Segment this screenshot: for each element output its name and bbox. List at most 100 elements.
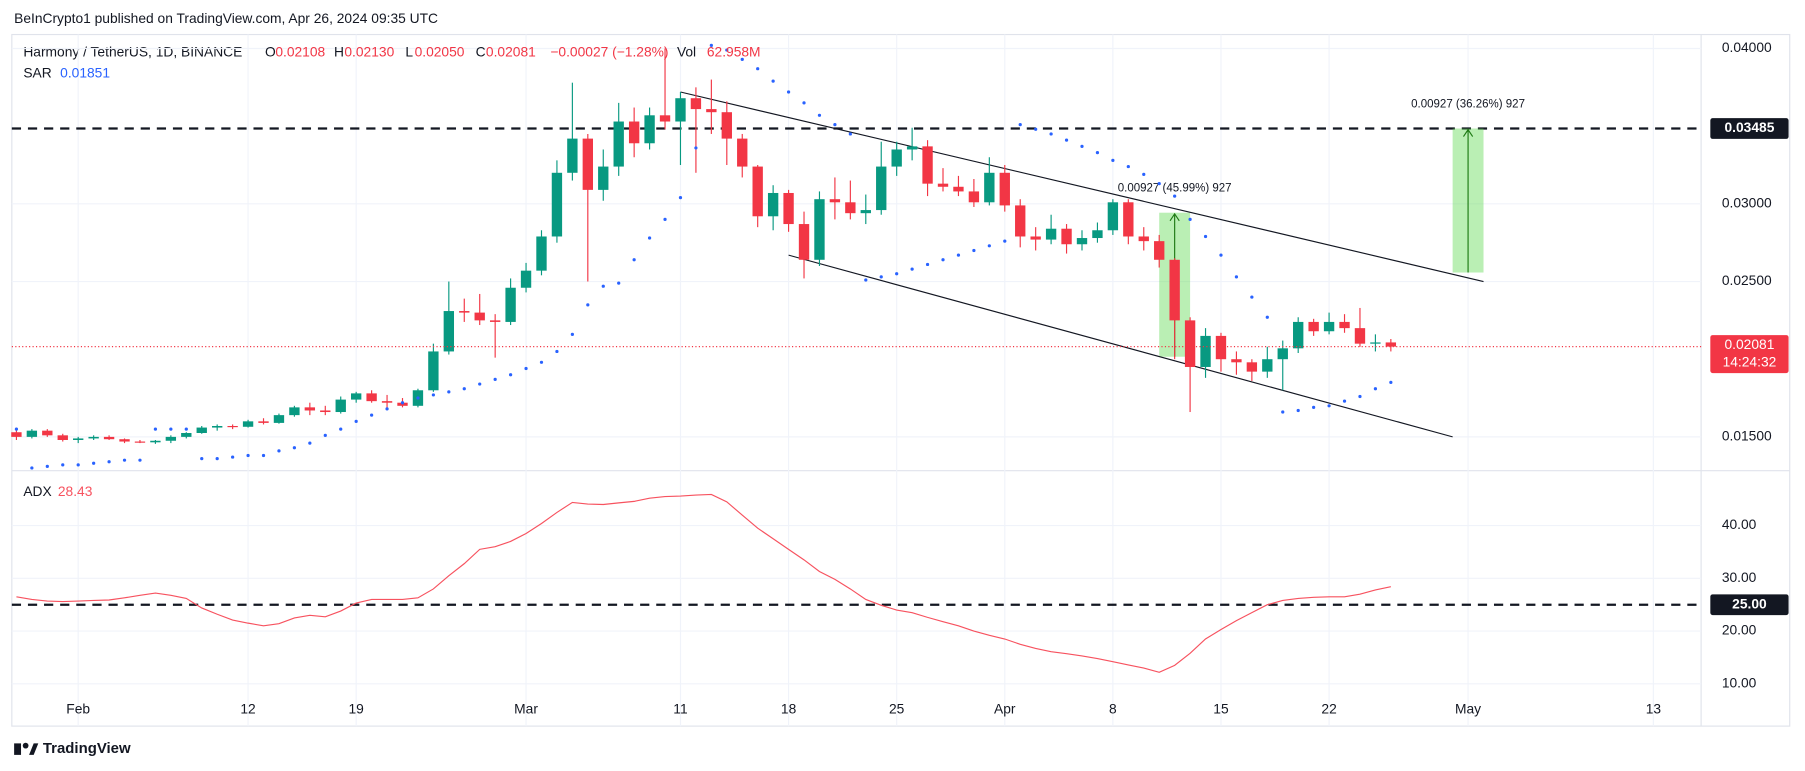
candle-body xyxy=(1339,321,1350,329)
adx-line xyxy=(16,493,1391,673)
footer-brand: TradingView xyxy=(43,740,131,757)
candle-body xyxy=(289,407,300,416)
sar-dot xyxy=(1142,172,1146,176)
measure-arrowhead xyxy=(1462,128,1474,137)
sar-dot xyxy=(1080,144,1084,148)
sar-dot xyxy=(1126,164,1130,169)
sar-dot xyxy=(1157,182,1161,186)
candle-body xyxy=(1092,230,1103,239)
sar-dot xyxy=(370,413,374,417)
sar-dot xyxy=(895,272,899,276)
sar-dot xyxy=(647,236,652,240)
sar-dot xyxy=(122,458,127,462)
candle-body xyxy=(1200,335,1211,367)
sar-dot xyxy=(925,262,930,267)
level-badge-label: 25.00 xyxy=(1732,596,1767,611)
sar-dot xyxy=(1111,158,1115,162)
x-tick-label: Mar xyxy=(514,702,538,717)
sar-dot xyxy=(725,48,729,52)
sar-dot xyxy=(339,427,343,431)
candle-body xyxy=(1370,342,1381,344)
candle-body xyxy=(1277,348,1288,360)
x-tick-label: 25 xyxy=(889,702,905,717)
sar-dot xyxy=(864,278,868,282)
candle-body xyxy=(845,202,856,214)
legend-field: 0.02108 xyxy=(275,45,325,60)
sar-dot xyxy=(400,401,405,405)
candle-body xyxy=(937,183,949,187)
candle-body xyxy=(1184,320,1196,367)
candle-body xyxy=(335,399,346,413)
x-tick-label: Feb xyxy=(66,702,90,717)
y-tick-label: 20.00 xyxy=(1722,623,1757,638)
candle-body xyxy=(659,115,671,122)
sar-dot xyxy=(1342,399,1347,403)
level-badge xyxy=(1710,594,1789,616)
candle-body xyxy=(628,121,640,144)
sar-dot xyxy=(941,258,945,262)
candle-body xyxy=(737,138,748,167)
sar-dot xyxy=(632,258,636,262)
candle-body xyxy=(1323,321,1335,332)
candle-body xyxy=(119,439,130,442)
legend-field: 0.02050 xyxy=(415,45,465,60)
candle-body xyxy=(783,192,794,225)
sar-dot xyxy=(215,457,219,461)
candle-body xyxy=(11,432,22,437)
legend-field: C xyxy=(476,45,486,60)
candle-body xyxy=(258,421,269,423)
sar-dot xyxy=(153,427,158,431)
sar-dot xyxy=(508,373,513,377)
candle-body xyxy=(42,430,53,436)
candle-body xyxy=(860,210,871,214)
legend-field: −0.00027 (−1.28%) xyxy=(550,45,668,60)
sar-dot xyxy=(1250,295,1254,299)
candle-body xyxy=(520,270,532,288)
sar-dot xyxy=(92,461,96,465)
x-tick-label: 12 xyxy=(240,702,255,717)
candle-body xyxy=(1169,259,1180,321)
sar-dot xyxy=(354,419,358,423)
indicator-name: SAR xyxy=(23,65,51,80)
candle-body xyxy=(721,112,732,139)
level-badge xyxy=(1710,118,1789,139)
x-tick-label: 18 xyxy=(781,702,797,717)
sar-dot xyxy=(1173,194,1177,198)
legend-field: H xyxy=(334,45,344,60)
frame xyxy=(11,33,1791,727)
countdown: 14:24:32 xyxy=(1723,354,1777,369)
sar-dot xyxy=(678,196,683,200)
candle-body xyxy=(690,98,702,110)
sar-dot xyxy=(478,382,482,386)
candle-body xyxy=(922,146,933,184)
legend-field: L xyxy=(405,45,413,60)
indicator-value: 0.01851 xyxy=(60,65,110,80)
sar-dot xyxy=(987,244,991,248)
sar-dot xyxy=(956,253,961,257)
x-tick-label: 22 xyxy=(1321,702,1336,717)
candle-body xyxy=(350,393,362,400)
level-badge-label: 0.03485 xyxy=(1725,120,1775,135)
candle-body xyxy=(489,320,501,322)
sar-dot xyxy=(910,267,914,271)
legend-field: 0.02081 xyxy=(486,45,536,60)
candle-body xyxy=(767,192,779,217)
candle-body xyxy=(459,311,470,313)
sar-dot xyxy=(231,455,235,459)
sar-dot xyxy=(323,433,327,437)
sar-dot xyxy=(570,332,574,336)
sar-dot xyxy=(740,57,744,61)
sar-dot xyxy=(756,67,760,71)
sar-dot xyxy=(1018,123,1022,127)
candle-body xyxy=(88,436,99,439)
sar-dot xyxy=(1389,380,1393,384)
candle-body xyxy=(165,436,177,441)
candle-body xyxy=(381,401,393,403)
sar-dot xyxy=(1064,138,1069,142)
y-tick-label: 0.03000 xyxy=(1722,195,1772,210)
indicator-value: 28.43 xyxy=(58,484,93,499)
sar-dot xyxy=(1188,217,1192,222)
sar-dot xyxy=(277,449,281,453)
candle-body xyxy=(598,166,609,190)
symbol-title: Harmony / TetherUS, 1D, BINANCE xyxy=(23,45,242,60)
